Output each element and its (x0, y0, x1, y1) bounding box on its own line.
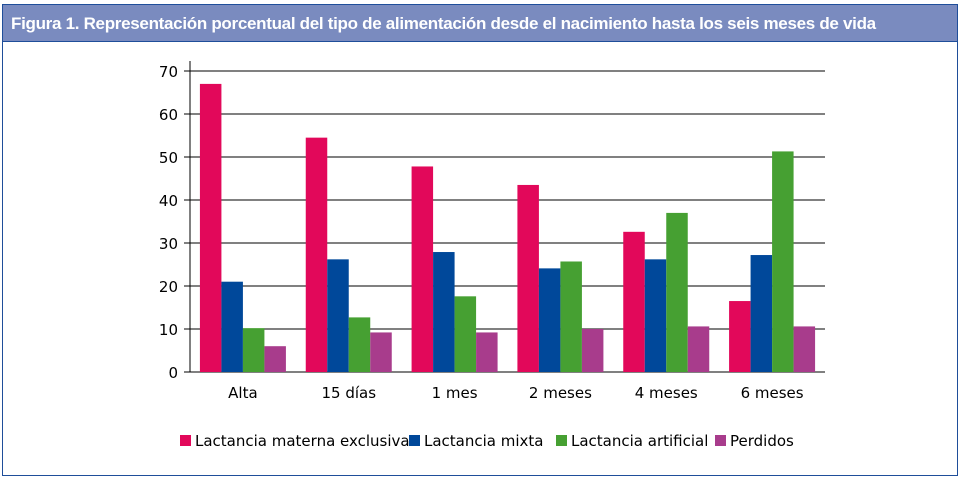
bar (666, 212, 688, 372)
x-tick-label: 1 mes (432, 384, 478, 402)
bar (581, 329, 604, 372)
y-tick-label: 60 (159, 106, 178, 124)
figure-frame: Figura 1. Representación porcentual del … (2, 4, 958, 476)
bar (242, 328, 265, 372)
legend-swatch (556, 435, 567, 446)
x-tick-label: 2 meses (529, 384, 592, 402)
bar (687, 326, 710, 372)
legend-label: Lactancia artificial (571, 432, 708, 450)
bar (623, 231, 645, 372)
x-tick-label: 6 meses (741, 384, 804, 402)
bar (327, 259, 349, 372)
legend-swatch (180, 435, 191, 446)
bar (454, 296, 477, 372)
legend-swatch (409, 435, 420, 446)
figure-title: Figura 1. Representación porcentual del … (3, 5, 957, 42)
bar (517, 184, 539, 372)
bar (264, 346, 286, 372)
bar (221, 281, 243, 372)
y-tick-label: 70 (159, 63, 178, 81)
bar (433, 252, 455, 372)
y-tick-label: 50 (159, 149, 178, 167)
bar (750, 255, 773, 372)
legend-label: Lactancia mixta (424, 432, 543, 450)
y-tick-label: 20 (159, 278, 178, 296)
x-tick-label: Alta (228, 384, 258, 402)
bar (560, 261, 582, 372)
legend-swatch (715, 435, 726, 446)
legend-label: Lactancia materna exclusiva (195, 432, 410, 450)
bar (305, 137, 328, 372)
y-tick-label: 30 (159, 235, 178, 253)
x-tick-label: 15 días (321, 384, 376, 402)
bar (729, 301, 751, 372)
bar (538, 268, 561, 372)
y-tick-label: 40 (159, 192, 178, 210)
y-tick-label: 10 (159, 321, 178, 339)
bar (772, 151, 794, 372)
bar (199, 83, 222, 373)
bar (411, 166, 434, 372)
bar (644, 259, 667, 372)
x-tick-label: 4 meses (635, 384, 698, 402)
legend-label: Perdidos (730, 432, 794, 450)
bar (370, 332, 392, 372)
y-tick-label: 0 (168, 364, 178, 382)
bar (348, 317, 371, 372)
bar (793, 326, 816, 372)
bar (476, 332, 498, 372)
